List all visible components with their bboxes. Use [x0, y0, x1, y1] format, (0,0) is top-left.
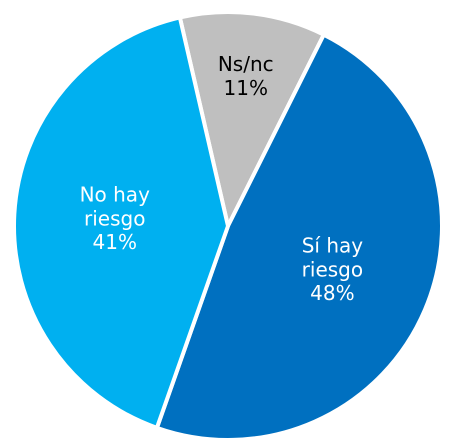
pie-slice [12, 15, 231, 431]
value-label: 48% [310, 281, 354, 305]
slice-label: Ns/nc [218, 52, 274, 76]
slice-label: No hay riesgo [80, 182, 150, 230]
slice-label: Sí hay riesgo [302, 233, 364, 281]
pie-slice [154, 31, 444, 442]
value-label: 41% [93, 230, 137, 254]
value-label: 11% [224, 76, 268, 100]
